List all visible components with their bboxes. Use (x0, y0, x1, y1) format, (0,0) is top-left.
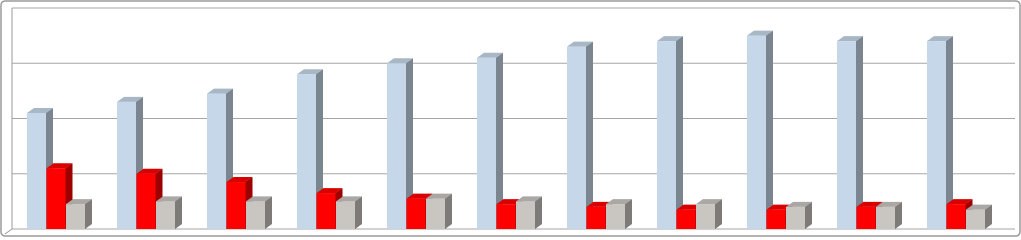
bar-side (985, 204, 992, 229)
bar-side (445, 193, 452, 229)
bar-top (156, 196, 182, 202)
bar-top (966, 204, 992, 210)
floor-edge (4, 228, 13, 235)
bar-top (336, 196, 362, 202)
bar (316, 193, 336, 229)
bar (747, 35, 766, 229)
bar (406, 198, 426, 229)
bar (786, 206, 805, 229)
bar-side (175, 196, 182, 229)
bar (117, 101, 136, 229)
bar-top (876, 201, 902, 207)
bar-top (297, 69, 323, 75)
bar (246, 201, 265, 229)
bar-top (657, 36, 683, 42)
bar-top (567, 41, 593, 47)
bar-top (246, 196, 272, 202)
bar-side (586, 41, 593, 229)
bar-top (66, 199, 92, 205)
bar-side (625, 199, 632, 229)
bar (657, 41, 676, 230)
bar-side (316, 69, 323, 229)
bar-top (747, 30, 773, 36)
bar-top (946, 199, 973, 205)
bar-side (715, 199, 722, 229)
bar (66, 204, 85, 229)
bar (837, 41, 856, 230)
bar-top (837, 36, 863, 42)
bar-side (676, 36, 683, 230)
bar (156, 201, 175, 229)
bar-top (606, 199, 632, 205)
bar-top (136, 168, 163, 174)
bar (136, 173, 156, 229)
bar-side (406, 58, 413, 229)
bar (27, 112, 46, 229)
bar (426, 198, 445, 229)
bar-top (786, 201, 812, 207)
bar (516, 201, 535, 229)
bar (966, 209, 985, 229)
bar-side (496, 52, 503, 229)
bar-top (516, 196, 542, 202)
bar (207, 93, 226, 229)
bar-top (856, 201, 883, 207)
bar-top (46, 163, 73, 169)
bar (226, 182, 246, 229)
bar-side (895, 201, 902, 229)
bar-side (355, 196, 362, 229)
bar-top (316, 188, 343, 194)
bar (586, 206, 606, 229)
bar (387, 63, 406, 229)
bar-side (805, 201, 812, 229)
bar-side (946, 36, 953, 230)
bar-top (207, 88, 233, 94)
bar-top (696, 199, 722, 205)
bar (606, 204, 625, 229)
bar-top (927, 36, 953, 42)
bar-top (226, 177, 253, 183)
bar (496, 204, 516, 229)
bar-side (766, 30, 773, 229)
bar (946, 204, 966, 229)
bar (477, 57, 496, 229)
bar (46, 168, 66, 229)
bar-top (477, 52, 503, 58)
bar-side (856, 36, 863, 230)
bar-side (535, 196, 542, 229)
bar-side (85, 199, 92, 229)
bar-side (265, 196, 272, 229)
bar (297, 74, 316, 229)
bar-top (426, 193, 452, 199)
bar (336, 201, 355, 229)
bar-top (406, 193, 433, 199)
bar (876, 206, 895, 229)
bar (856, 206, 876, 229)
bar (927, 41, 946, 230)
bar (696, 204, 715, 229)
bar-top (117, 96, 143, 102)
bar (766, 209, 786, 229)
bar-top (387, 58, 413, 64)
bar (676, 209, 696, 229)
bar-top (27, 107, 53, 113)
bar (567, 46, 586, 229)
